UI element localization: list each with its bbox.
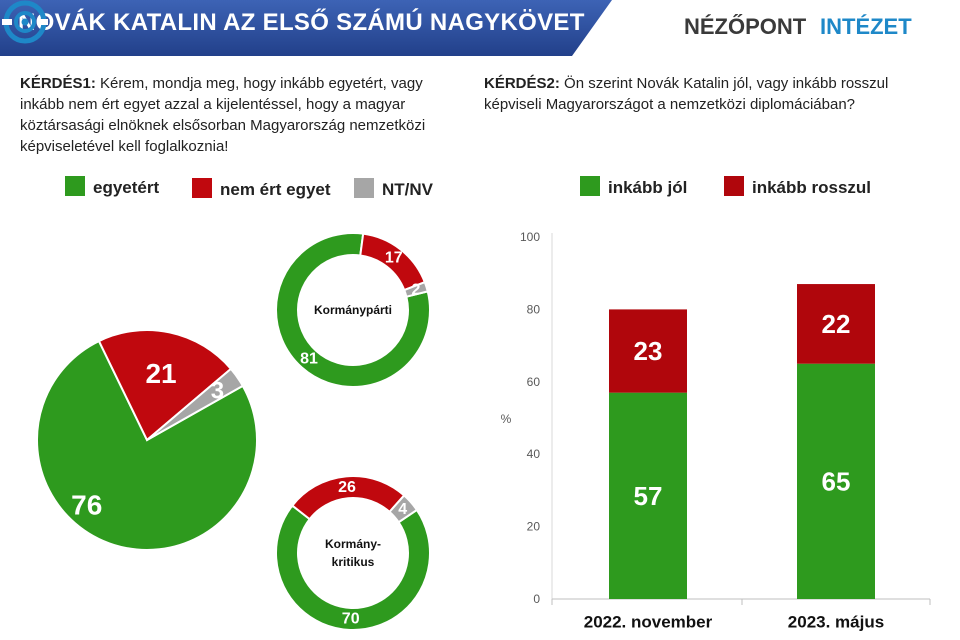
legend-swatch-dontknow [354, 178, 374, 198]
pie1-slice-2 [146, 367, 245, 441]
x-category-label-1: 2023. május [788, 613, 884, 632]
legend-q1-agree: egyetért [65, 176, 159, 198]
bar-1-series-1-value-label: 22 [822, 309, 851, 339]
bar-1-series-0-value-label: 65 [822, 466, 851, 496]
question-1: KÉRDÉS1: Kérem, mondja meg, hogy inkább … [20, 73, 440, 157]
bar-0-series-0 [609, 392, 687, 599]
pie1-slice-1 [97, 329, 233, 442]
pie2-slice-0 [275, 232, 431, 388]
pie2-slice-2 [402, 280, 429, 298]
legend-swatch-disagree [192, 178, 212, 198]
x-category-label-0: 2022. november [584, 613, 713, 632]
y-tick-label-4: 80 [527, 302, 541, 316]
question-2-label: KÉRDÉS2: [484, 75, 560, 92]
donut2-title-line-1: kritikus [332, 555, 375, 569]
pie2-value-label-1: 17 [385, 250, 403, 267]
legend-q1-dontknow: NT/NV [354, 178, 433, 200]
bar-0-series-0-value-label: 57 [634, 481, 663, 511]
legend-swatch-good [580, 176, 600, 196]
logo-text-primary: NÉZŐPONT [684, 14, 807, 39]
y-tick-label-0: 0 [533, 592, 540, 606]
question-1-text: Kérem, mondja meg, hogy inkább egyetért,… [20, 75, 426, 155]
question-2-text: Ön szerint Novák Katalin jól, vagy inkáb… [484, 75, 889, 113]
pie1-slice-0 [36, 339, 258, 551]
legend-label-agree: egyetért [93, 178, 160, 197]
donut2-title-line-0: Kormány- [325, 537, 381, 551]
logo-text-secondary: INTÉZET [820, 14, 912, 39]
pie1-value-label-1: 21 [145, 358, 176, 389]
legend-q2-bad: inkább rosszul [724, 176, 871, 198]
bar-1-series-1 [797, 284, 875, 364]
y-axis-label: % [501, 412, 512, 426]
page-title: NOVÁK KATALIN AZ ELSŐ SZÁMÚ NAGYKÖVET [18, 9, 585, 36]
pie1-value-label-0: 76 [71, 490, 102, 521]
y-tick-label-2: 40 [527, 447, 541, 461]
pie1-value-label-2: 3 [211, 377, 224, 404]
legend-q1-disagree: nem ért egyet [192, 178, 331, 200]
pie3-value-label-0: 70 [342, 610, 360, 627]
y-tick-label-3: 60 [527, 375, 541, 389]
pie2-value-label-0: 81 [300, 351, 318, 368]
y-tick-label-1: 20 [527, 520, 541, 534]
bar-1-series-0 [797, 363, 875, 599]
pie2-value-label-2: 2 [411, 282, 420, 299]
bar-0-series-1-value-label: 23 [634, 336, 663, 366]
header-band-shape [0, 0, 612, 56]
target-eye-icon [2, 0, 48, 44]
question-2: KÉRDÉS2: Ön szerint Novák Katalin jól, v… [484, 73, 944, 115]
pie3-slice-0 [275, 504, 431, 631]
donut1-title-line-0: Kormánypárti [314, 303, 392, 317]
legend-label-good: inkább jól [608, 178, 688, 197]
pie3-slice-2 [388, 494, 419, 524]
y-tick-label-5: 100 [520, 230, 540, 244]
legend-q2-good: inkább jól [580, 176, 687, 198]
legend-label-bad: inkább rosszul [752, 178, 872, 197]
legend-label-dontknow: NT/NV [382, 180, 433, 199]
question-1-label: KÉRDÉS1: [20, 75, 96, 92]
pie3-value-label-2: 4 [398, 501, 407, 518]
bar-0-series-1 [609, 309, 687, 393]
legend-label-disagree: nem ért egyet [220, 180, 331, 199]
legend-swatch-agree [65, 176, 85, 196]
legend-swatch-bad [724, 176, 744, 196]
header-band: NOVÁK KATALIN AZ ELSŐ SZÁMÚ NAGYKÖVET NÉ… [0, 0, 960, 56]
pie3-value-label-1: 26 [338, 479, 356, 496]
